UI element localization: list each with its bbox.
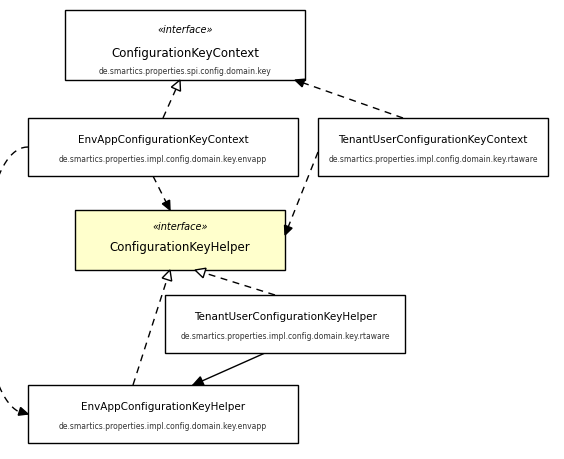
Polygon shape [18,408,28,415]
Bar [165,295,405,353]
Polygon shape [195,268,206,278]
Text: de.smartics.properties.impl.config.domain.key.rtaware: de.smartics.properties.impl.config.domai… [180,332,390,341]
Polygon shape [285,225,292,235]
Polygon shape [295,79,305,87]
Text: TenantUserConfigurationKeyHelper: TenantUserConfigurationKeyHelper [193,312,376,322]
Polygon shape [193,377,204,385]
Polygon shape [162,270,171,281]
Polygon shape [171,80,180,91]
Text: de.smartics.properties.impl.config.domain.key.envapp: de.smartics.properties.impl.config.domai… [59,155,267,164]
Text: de.smartics.properties.spi.config.domain.key: de.smartics.properties.spi.config.domain… [99,67,271,76]
Text: «interface»: «interface» [152,222,208,232]
Text: EnvAppConfigurationKeyHelper: EnvAppConfigurationKeyHelper [81,402,245,412]
Text: de.smartics.properties.impl.config.domain.key.envapp: de.smartics.properties.impl.config.domai… [59,422,267,431]
Bar [28,385,298,443]
Text: TenantUserConfigurationKeyContext: TenantUserConfigurationKeyContext [338,135,528,145]
Bar [65,10,305,80]
Text: ConfigurationKeyContext: ConfigurationKeyContext [111,47,259,60]
Text: «interface»: «interface» [157,25,213,34]
Bar [75,210,285,270]
Bar [318,118,548,176]
Polygon shape [162,200,170,210]
Text: EnvAppConfigurationKeyContext: EnvAppConfigurationKeyContext [78,135,248,145]
Text: ConfigurationKeyHelper: ConfigurationKeyHelper [109,241,250,254]
Bar [28,118,298,176]
Text: de.smartics.properties.impl.config.domain.key.rtaware: de.smartics.properties.impl.config.domai… [328,155,537,164]
